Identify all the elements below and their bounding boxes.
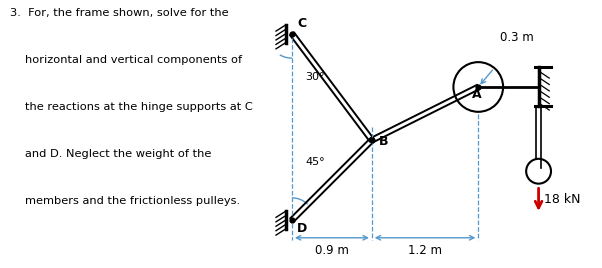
Text: 1.2 m: 1.2 m [408,244,442,257]
Text: 0.9 m: 0.9 m [315,244,349,257]
Text: 30°: 30° [305,72,325,82]
Text: 3.  For, the frame shown, solve for the: 3. For, the frame shown, solve for the [10,8,229,18]
Text: 45°: 45° [305,157,325,167]
Text: 18 kN: 18 kN [544,193,580,206]
Text: B: B [379,135,388,148]
Text: horizontal and vertical components of: horizontal and vertical components of [25,55,242,65]
Text: D: D [297,222,308,236]
Text: C: C [297,17,306,30]
Text: the reactions at the hinge supports at C: the reactions at the hinge supports at C [25,102,252,112]
Text: members and the frictionless pulleys.: members and the frictionless pulleys. [25,196,240,206]
Text: 0.3 m: 0.3 m [500,31,534,44]
Text: A: A [472,88,482,100]
Text: and D. Neglect the weight of the: and D. Neglect the weight of the [25,149,211,159]
